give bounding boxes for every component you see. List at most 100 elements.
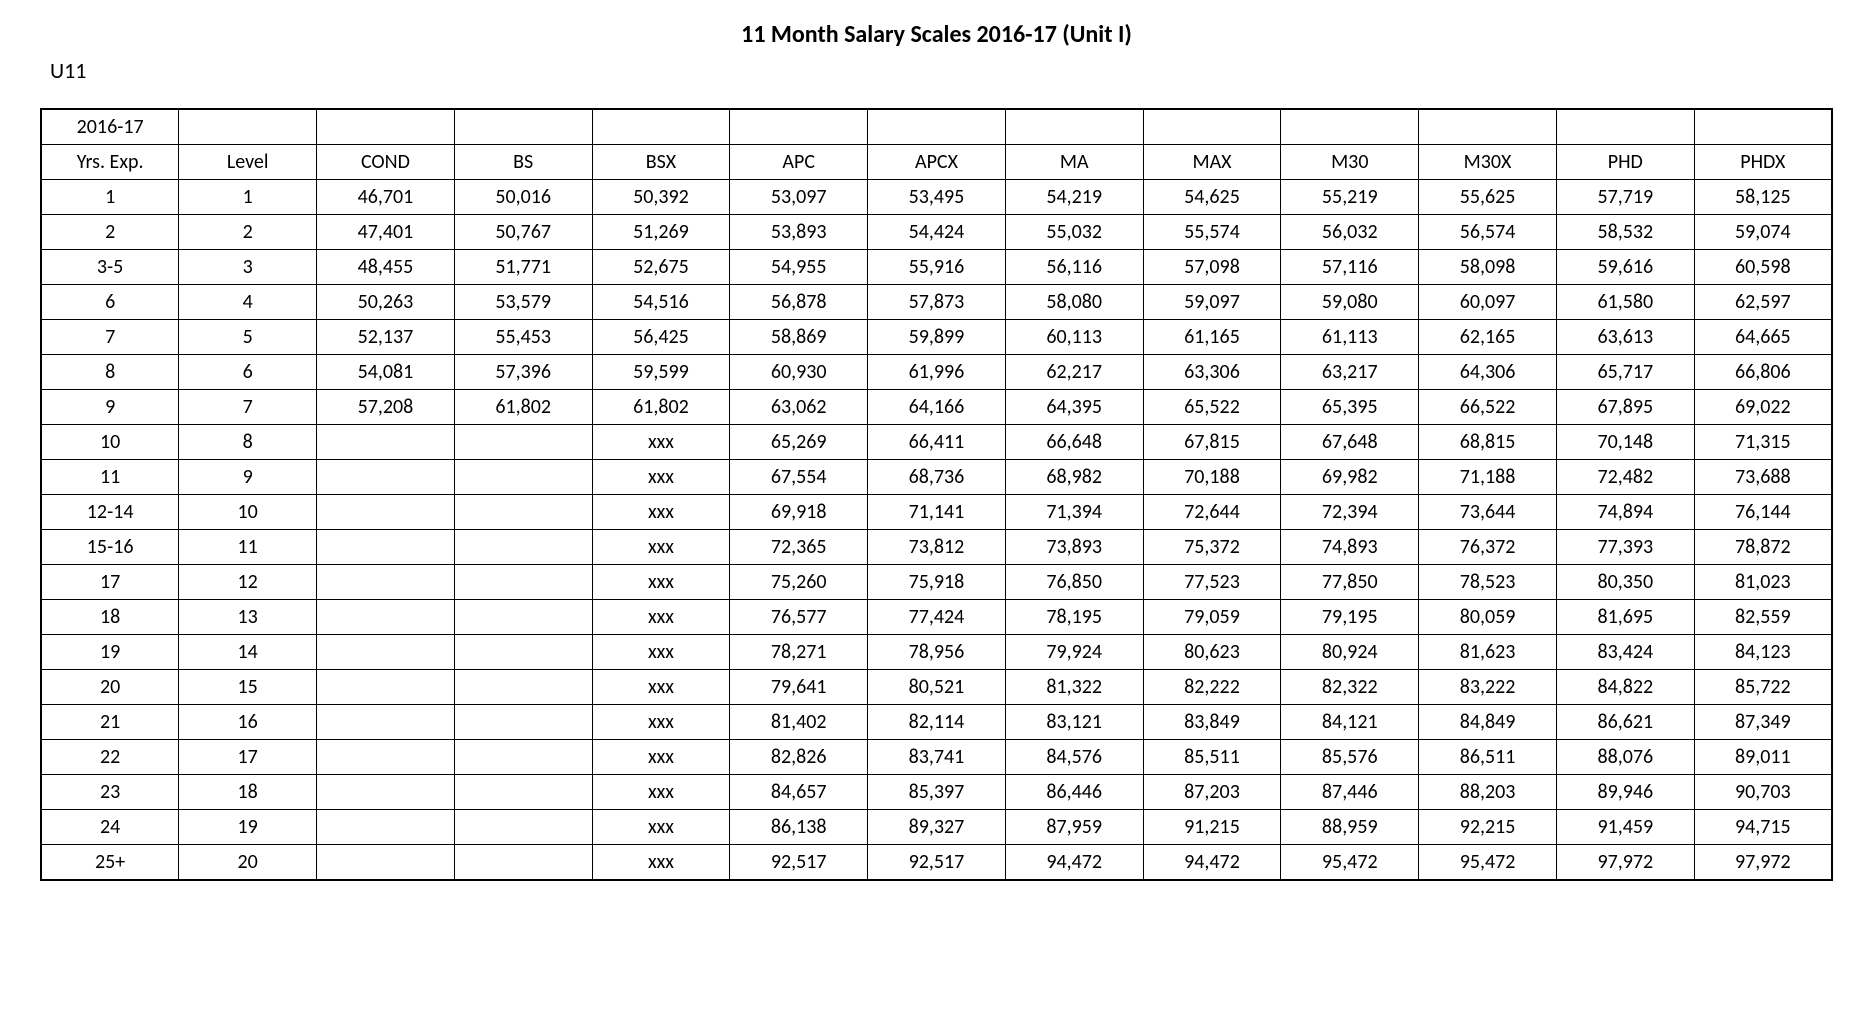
table-cell: xxx — [592, 495, 730, 530]
table-cell: 86,621 — [1556, 705, 1694, 740]
table-cell: 86,446 — [1005, 775, 1143, 810]
table-row: 2247,40150,76751,26953,89354,42455,03255… — [41, 215, 1832, 250]
table-cell: 59,097 — [1143, 285, 1281, 320]
table-cell: 5 — [179, 320, 317, 355]
table-cell: 94,472 — [1143, 845, 1281, 881]
table-cell: 84,576 — [1005, 740, 1143, 775]
empty-cell — [317, 109, 455, 145]
table-cell — [454, 775, 592, 810]
table-cell: xxx — [592, 565, 730, 600]
table-cell: 73,812 — [868, 530, 1006, 565]
table-cell: 59,899 — [868, 320, 1006, 355]
table-cell: 12 — [179, 565, 317, 600]
table-cell: 66,648 — [1005, 425, 1143, 460]
table-row: 1813 xxx76,57777,42478,19579,05979,19580… — [41, 600, 1832, 635]
table-row: 1146,70150,01650,39253,09753,49554,21954… — [41, 180, 1832, 215]
table-cell: 76,577 — [730, 600, 868, 635]
table-cell: 52,137 — [317, 320, 455, 355]
year-label-cell: 2016-17 — [41, 109, 179, 145]
table-cell: 65,395 — [1281, 390, 1419, 425]
table-cell: 60,097 — [1419, 285, 1557, 320]
table-cell: 54,081 — [317, 355, 455, 390]
table-cell: 54,219 — [1005, 180, 1143, 215]
table-row: 8654,08157,39659,59960,93061,99662,21763… — [41, 355, 1832, 390]
table-cell: 55,625 — [1419, 180, 1557, 215]
table-cell: 85,397 — [868, 775, 1006, 810]
table-cell: 61,580 — [1556, 285, 1694, 320]
table-cell — [317, 845, 455, 881]
table-cell: 89,946 — [1556, 775, 1694, 810]
table-cell: xxx — [592, 670, 730, 705]
table-cell — [454, 740, 592, 775]
table-cell: 66,522 — [1419, 390, 1557, 425]
table-cell: 21 — [41, 705, 179, 740]
table-cell: 8 — [41, 355, 179, 390]
table-cell: 58,080 — [1005, 285, 1143, 320]
table-cell: 55,574 — [1143, 215, 1281, 250]
column-header: BSX — [592, 145, 730, 180]
table-cell: 61,802 — [592, 390, 730, 425]
table-cell: 59,616 — [1556, 250, 1694, 285]
table-cell: 84,121 — [1281, 705, 1419, 740]
table-row: 1712 xxx75,26075,91876,85077,52377,85078… — [41, 565, 1832, 600]
table-cell: 64,166 — [868, 390, 1006, 425]
column-header: BS — [454, 145, 592, 180]
table-cell: 91,459 — [1556, 810, 1694, 845]
table-cell: xxx — [592, 530, 730, 565]
table-cell: 83,424 — [1556, 635, 1694, 670]
table-cell: 55,453 — [454, 320, 592, 355]
table-cell: 76,372 — [1419, 530, 1557, 565]
table-cell: 76,850 — [1005, 565, 1143, 600]
table-cell: 23 — [41, 775, 179, 810]
table-cell: 11 — [179, 530, 317, 565]
column-header: APCX — [868, 145, 1006, 180]
table-cell: 84,657 — [730, 775, 868, 810]
table-cell: xxx — [592, 845, 730, 881]
table-cell: 51,771 — [454, 250, 592, 285]
table-cell: 82,322 — [1281, 670, 1419, 705]
table-cell: 65,522 — [1143, 390, 1281, 425]
table-cell: 68,815 — [1419, 425, 1557, 460]
table-cell: 87,959 — [1005, 810, 1143, 845]
table-cell: 63,613 — [1556, 320, 1694, 355]
table-cell: 12-14 — [41, 495, 179, 530]
table-cell: 61,802 — [454, 390, 592, 425]
table-cell: 11 — [41, 460, 179, 495]
empty-cell — [1419, 109, 1557, 145]
table-cell: 57,396 — [454, 355, 592, 390]
table-cell: 78,872 — [1694, 530, 1832, 565]
table-cell: 47,401 — [317, 215, 455, 250]
table-cell: 92,215 — [1419, 810, 1557, 845]
table-cell: 25+ — [41, 845, 179, 881]
table-cell: 80,350 — [1556, 565, 1694, 600]
table-cell: 62,165 — [1419, 320, 1557, 355]
table-cell — [317, 775, 455, 810]
table-cell: 81,623 — [1419, 635, 1557, 670]
table-cell: 77,393 — [1556, 530, 1694, 565]
column-header: MA — [1005, 145, 1143, 180]
table-cell: 8 — [179, 425, 317, 460]
table-cell: 61,165 — [1143, 320, 1281, 355]
table-cell: 64,306 — [1419, 355, 1557, 390]
table-row: 119 xxx67,55468,73668,98270,18869,98271,… — [41, 460, 1832, 495]
table-cell: 84,849 — [1419, 705, 1557, 740]
empty-cell — [730, 109, 868, 145]
table-cell: 61,996 — [868, 355, 1006, 390]
table-cell: 72,482 — [1556, 460, 1694, 495]
table-cell: 50,263 — [317, 285, 455, 320]
table-cell: 71,394 — [1005, 495, 1143, 530]
table-cell: 80,623 — [1143, 635, 1281, 670]
table-cell: xxx — [592, 600, 730, 635]
table-cell: 18 — [41, 600, 179, 635]
table-row: 108 xxx65,26966,41166,64867,81567,64868,… — [41, 425, 1832, 460]
table-cell: 82,559 — [1694, 600, 1832, 635]
table-cell: 24 — [41, 810, 179, 845]
table-cell: 70,148 — [1556, 425, 1694, 460]
table-cell: 7 — [179, 390, 317, 425]
table-cell: 80,059 — [1419, 600, 1557, 635]
table-cell: 79,641 — [730, 670, 868, 705]
table-cell: 82,222 — [1143, 670, 1281, 705]
table-cell: 56,116 — [1005, 250, 1143, 285]
table-cell: 15 — [179, 670, 317, 705]
table-cell: 92,517 — [868, 845, 1006, 881]
